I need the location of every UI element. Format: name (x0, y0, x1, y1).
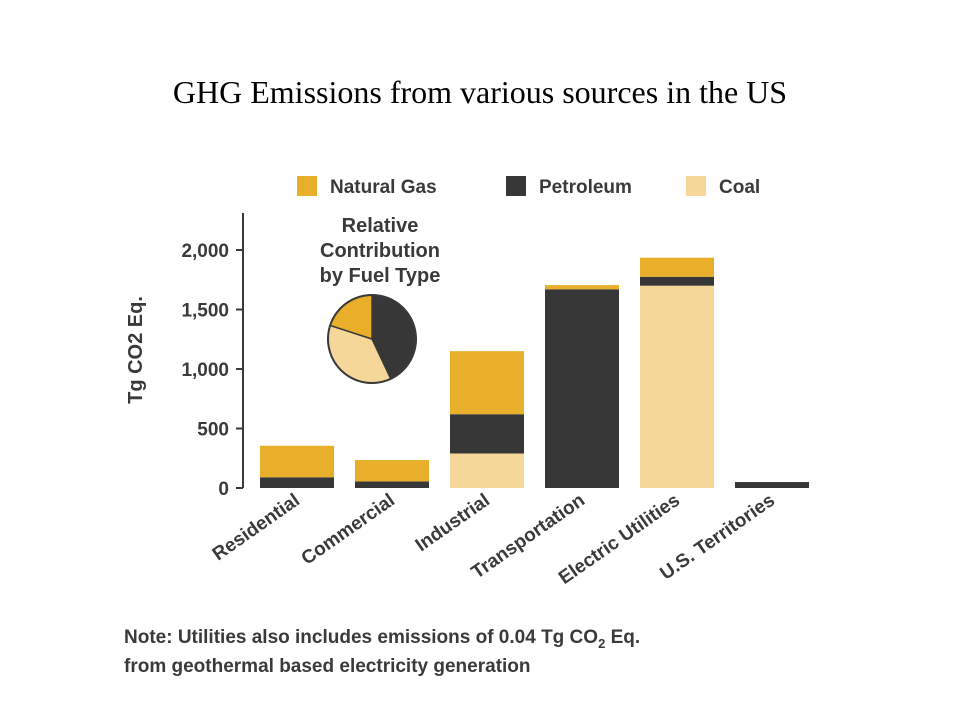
y-tick-label: 1,500 (181, 301, 229, 322)
legend-label: Coal (719, 177, 760, 198)
bar-segment-petroleum (735, 482, 809, 488)
bar-segment-petroleum (640, 276, 714, 286)
legend-swatch (506, 176, 526, 196)
note-line-2: from geothermal based electricity genera… (124, 655, 531, 677)
pie-title-line: by Fuel Type (320, 265, 441, 287)
note-line-1: Note: Utilities also includes emissions … (124, 627, 599, 648)
x-tick-label: Industrial (412, 490, 494, 556)
bar-segment-petroleum (260, 477, 334, 488)
legend-swatch (686, 176, 706, 196)
bar-segment-petroleum (545, 289, 619, 488)
bar-segment-natural-gas (355, 460, 429, 482)
note-subscript: 2 (598, 635, 606, 651)
slide-title: GHG Emissions from various sources in th… (172, 74, 788, 110)
y-tick-label: 2,000 (181, 241, 229, 262)
bar-segment-coal (450, 453, 524, 488)
bar-segment-coal (640, 285, 714, 488)
y-tick-label: 0 (218, 479, 229, 500)
legend-label: Petroleum (539, 177, 632, 198)
y-tick-label: 1,000 (181, 360, 229, 381)
pie-outline (327, 294, 417, 384)
bar-segment-petroleum (450, 414, 524, 454)
y-axis-label: Tg CO2 Eq. (125, 296, 147, 404)
x-tick-label: Commercial (298, 490, 399, 570)
bar-segment-natural-gas (260, 445, 334, 478)
pie-title-line: Relative (342, 215, 419, 237)
bar-segment-natural-gas (545, 285, 619, 290)
bar-segment-petroleum (355, 481, 429, 488)
chart-note: Note: Utilities also includes emissions … (124, 626, 844, 678)
x-tick-label: Residential (209, 490, 304, 565)
note-line-1-suffix: Eq. (605, 627, 641, 648)
bar-segment-natural-gas (640, 257, 714, 277)
legend-swatch (297, 176, 317, 196)
legend-label: Natural Gas (330, 177, 437, 198)
pie-title-line: Contribution (320, 240, 440, 262)
bar-segment-natural-gas (450, 351, 524, 415)
y-tick-label: 500 (197, 420, 229, 441)
